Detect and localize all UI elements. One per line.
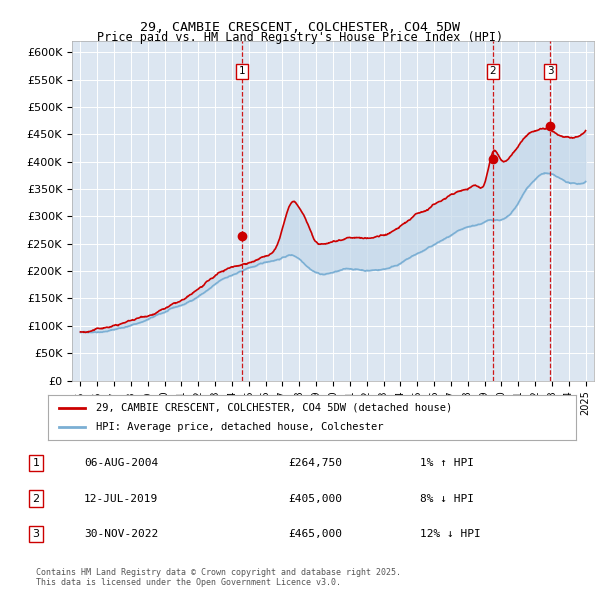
Text: Price paid vs. HM Land Registry's House Price Index (HPI): Price paid vs. HM Land Registry's House … xyxy=(97,31,503,44)
Text: 06-AUG-2004: 06-AUG-2004 xyxy=(84,458,158,468)
Text: 30-NOV-2022: 30-NOV-2022 xyxy=(84,529,158,539)
Text: 29, CAMBIE CRESCENT, COLCHESTER, CO4 5DW (detached house): 29, CAMBIE CRESCENT, COLCHESTER, CO4 5DW… xyxy=(95,403,452,412)
Text: £465,000: £465,000 xyxy=(288,529,342,539)
Text: £405,000: £405,000 xyxy=(288,494,342,503)
Text: 3: 3 xyxy=(547,67,554,76)
Text: 1: 1 xyxy=(239,67,245,76)
Text: 1% ↑ HPI: 1% ↑ HPI xyxy=(420,458,474,468)
Text: 3: 3 xyxy=(32,529,40,539)
Text: £264,750: £264,750 xyxy=(288,458,342,468)
Text: 1: 1 xyxy=(32,458,40,468)
Text: 12-JUL-2019: 12-JUL-2019 xyxy=(84,494,158,503)
Text: 2: 2 xyxy=(490,67,496,76)
Text: 2: 2 xyxy=(32,494,40,503)
Text: 8% ↓ HPI: 8% ↓ HPI xyxy=(420,494,474,503)
Text: 29, CAMBIE CRESCENT, COLCHESTER, CO4 5DW: 29, CAMBIE CRESCENT, COLCHESTER, CO4 5DW xyxy=(140,21,460,34)
Text: Contains HM Land Registry data © Crown copyright and database right 2025.
This d: Contains HM Land Registry data © Crown c… xyxy=(36,568,401,587)
Text: 12% ↓ HPI: 12% ↓ HPI xyxy=(420,529,481,539)
Text: HPI: Average price, detached house, Colchester: HPI: Average price, detached house, Colc… xyxy=(95,422,383,432)
